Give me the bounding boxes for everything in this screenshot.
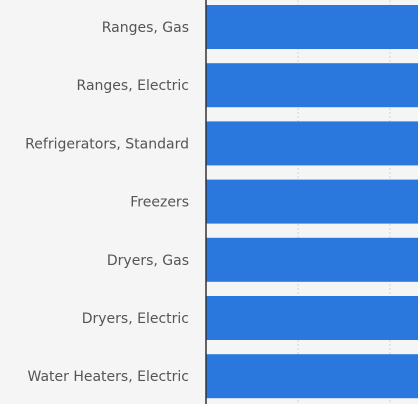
category-label-5: Dryers, Gas <box>107 253 189 269</box>
category-label-3: Refrigerators, Standard <box>25 136 189 152</box>
bar-7 <box>206 354 418 399</box>
bars <box>206 5 418 399</box>
category-label-4: Freezers <box>130 195 189 211</box>
bar-4 <box>206 179 418 224</box>
bar-3 <box>206 121 418 166</box>
category-label-6: Dryers, Electric <box>82 311 189 327</box>
bar-1 <box>206 5 418 49</box>
category-label-1: Ranges, Gas <box>102 20 189 36</box>
bar-6 <box>206 296 418 340</box>
bar-2 <box>206 63 418 108</box>
category-label-7: Water Heaters, Electric <box>28 369 190 385</box>
bar-5 <box>206 237 418 282</box>
category-labels: Ranges, Gas Ranges, Electric Refrigerators… <box>25 20 189 385</box>
category-label-2: Ranges, Electric <box>77 78 189 94</box>
